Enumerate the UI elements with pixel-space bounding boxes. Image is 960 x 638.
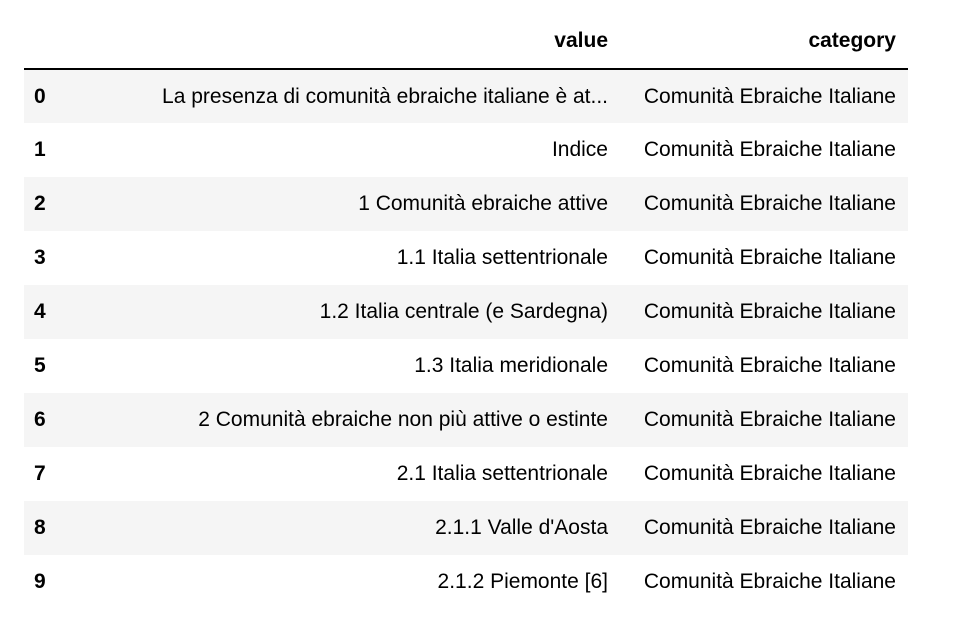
table-header: value category: [24, 14, 908, 70]
cell-value: 1.2 Italia centrale (e Sardegna): [319, 300, 608, 323]
cell-value: 2.1 Italia settentrionale: [396, 462, 608, 485]
row-index: 9: [34, 570, 46, 593]
row-index: 5: [34, 354, 46, 377]
header-row: value category: [24, 14, 908, 70]
cell-value: Indice: [551, 138, 608, 161]
row-index: 3: [34, 246, 46, 269]
row-index: 6: [34, 408, 46, 431]
row-index: 7: [34, 462, 46, 485]
header-category: category: [620, 14, 908, 70]
cell-value: 2.1.2 Piemonte [6]: [437, 570, 608, 593]
table-row: 0 La presenza di comunità ebraiche itali…: [24, 69, 908, 123]
row-index: 1: [34, 138, 46, 161]
cell-category: Comunità Ebraiche Italiane: [643, 300, 896, 323]
table-row: 5 1.3 Italia meridionale Comunità Ebraic…: [24, 339, 908, 393]
cell-value: 2 Comunità ebraiche non più attive o est…: [198, 408, 608, 431]
cell-category: Comunità Ebraiche Italiane: [643, 84, 896, 108]
row-index: 4: [34, 300, 46, 323]
cell-category: Comunità Ebraiche Italiane: [643, 516, 896, 539]
table-row: 9 2.1.2 Piemonte [6] Comunità Ebraiche I…: [24, 555, 908, 609]
dataframe-table: value category 0 La presenza di comunità…: [24, 14, 908, 609]
table-row: 8 2.1.1 Valle d'Aosta Comunità Ebraiche …: [24, 501, 908, 555]
cell-category: Comunità Ebraiche Italiane: [643, 462, 896, 485]
cell-category: Comunità Ebraiche Italiane: [643, 408, 896, 431]
table-row: 2 1 Comunità ebraiche attive Comunità Eb…: [24, 177, 908, 231]
cell-category: Comunità Ebraiche Italiane: [643, 246, 896, 269]
cell-value: 1 Comunità ebraiche attive: [358, 192, 608, 215]
cell-value: La presenza di comunità ebraiche italian…: [162, 84, 608, 108]
cell-category: Comunità Ebraiche Italiane: [643, 354, 896, 377]
table-row: 6 2 Comunità ebraiche non più attive o e…: [24, 393, 908, 447]
table-row: 4 1.2 Italia centrale (e Sardegna) Comun…: [24, 285, 908, 339]
cell-value: 1.1 Italia settentrionale: [396, 246, 608, 269]
table-body: 0 La presenza di comunità ebraiche itali…: [24, 69, 908, 609]
row-index: 2: [34, 192, 46, 215]
cell-value: 2.1.1 Valle d'Aosta: [435, 516, 608, 539]
cell-category: Comunità Ebraiche Italiane: [643, 192, 896, 215]
cell-category: Comunità Ebraiche Italiane: [643, 138, 896, 161]
row-index: 0: [34, 84, 46, 108]
table-row: 3 1.1 Italia settentrionale Comunità Ebr…: [24, 231, 908, 285]
row-index: 8: [34, 516, 46, 539]
dataframe-output: value category 0 La presenza di comunità…: [24, 14, 908, 609]
table-row: 1 Indice Comunità Ebraiche Italiane: [24, 123, 908, 177]
cell-category: Comunità Ebraiche Italiane: [643, 570, 896, 593]
table-row: 7 2.1 Italia settentrionale Comunità Ebr…: [24, 447, 908, 501]
header-index-cell: [24, 14, 64, 70]
cell-value: 1.3 Italia meridionale: [414, 354, 608, 377]
header-value: value: [64, 14, 620, 70]
